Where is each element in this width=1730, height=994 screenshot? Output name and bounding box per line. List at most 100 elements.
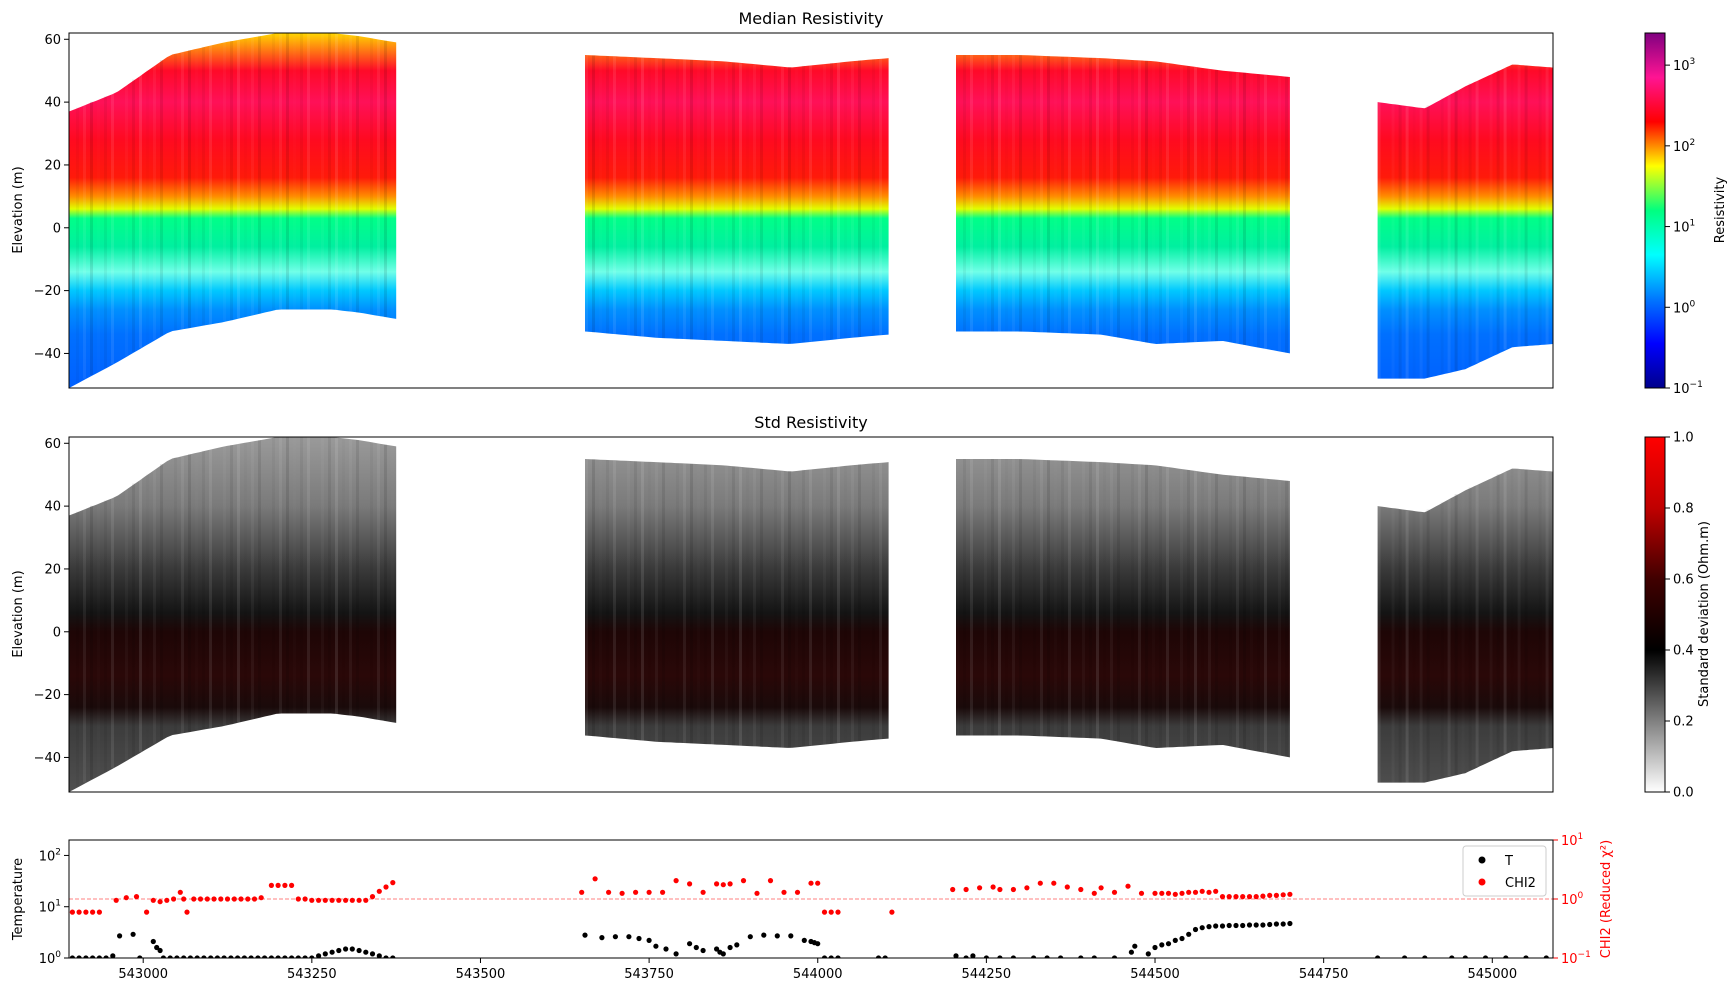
std-column-2-25: [1131, 464, 1134, 744]
chi2-point: [1098, 885, 1104, 891]
chi2-point: [592, 876, 598, 882]
std-colorbar-gradient: [1644, 436, 1666, 793]
std-column-1-6: [627, 461, 630, 740]
temperature-point: [1111, 955, 1118, 958]
median-column-0-41: [356, 36, 359, 313]
median-column-1-11: [662, 58, 665, 339]
std-column-2-21: [1103, 462, 1106, 739]
median-column-1-29: [788, 67, 791, 344]
temperature-point: [268, 955, 274, 958]
std-column-2-37: [1215, 473, 1218, 746]
resistivity-colorbar: 103 102 101 100 10−1 Resistivity: [1644, 32, 1728, 397]
temperature-point: [187, 955, 193, 958]
median-column-2-33: [1187, 66, 1190, 343]
temperature-point: [1145, 951, 1151, 957]
temperature-point: [390, 955, 396, 958]
temperature-point: [96, 955, 102, 958]
chi2-point: [727, 881, 733, 887]
median-ytick-label: 60: [44, 33, 61, 48]
std-section-0: [69, 437, 397, 792]
std-column-2-30: [1166, 467, 1169, 748]
std-column-0-32: [293, 437, 296, 714]
temperature-point: [181, 955, 187, 958]
std-column-1-38: [851, 464, 854, 742]
temperature-point: [693, 944, 699, 951]
std-column-1-37: [844, 466, 847, 743]
std-ytick-label: 60: [44, 437, 61, 452]
chi2-point: [1165, 890, 1172, 896]
resistivity-colorbar-gradient: [1644, 32, 1666, 389]
chi2-point: [1186, 889, 1192, 895]
chi2-point: [673, 878, 679, 884]
chi2-point: [1226, 894, 1232, 900]
temperature-point: [1172, 937, 1178, 944]
median-column-1-25: [760, 65, 763, 343]
chi2-point: [1280, 892, 1286, 898]
temperature-point: [1199, 925, 1205, 931]
median-column-1-2: [599, 56, 602, 333]
std-column-2-12: [1040, 459, 1043, 737]
temperature-point: [289, 955, 295, 958]
median-column-2-28: [1152, 61, 1155, 344]
std-column-3-23: [1539, 471, 1542, 749]
std-column-3-18: [1503, 470, 1507, 754]
chi2-point: [1064, 884, 1070, 890]
chi2-point: [258, 895, 264, 901]
temperature-point: [1287, 920, 1293, 927]
std-column-2-44: [1264, 478, 1267, 753]
temperature-point: [835, 955, 841, 958]
legend-marker-chi2: [1478, 878, 1486, 886]
median-column-0-12: [153, 64, 156, 340]
std-column-2-23: [1117, 463, 1120, 742]
std-ytick-label: 20: [44, 562, 61, 577]
std-column-1-0: [585, 459, 588, 736]
temperature-point: [322, 951, 328, 957]
xtick-label-3: 543750: [624, 967, 674, 982]
temperature-point: [1543, 955, 1549, 958]
median-column-0-34: [307, 33, 310, 310]
median-column-2-7: [1005, 55, 1008, 332]
chi2-point: [687, 881, 693, 887]
std-column-1-35: [830, 466, 833, 744]
std-column-0-23: [230, 445, 233, 725]
chi2-point: [133, 894, 140, 900]
chi2-point: [633, 889, 639, 895]
std-column-1-13: [676, 463, 679, 743]
chi2-point: [781, 889, 787, 895]
std-column-1-4: [613, 460, 616, 739]
median-column-1-15: [690, 59, 693, 340]
temperature-point: [214, 955, 220, 958]
resistivity-colorbar-ticks: 103 102 101 100 10−1: [1665, 57, 1703, 397]
std-resistivity-panel: Std Resistivity Elevation (m) 60 40 20 0 −20…: [11, 413, 1554, 793]
median-column-2-25: [1131, 60, 1134, 340]
std-column-1-39: [858, 464, 861, 741]
temperature-point: [1246, 922, 1253, 928]
std-column-2-4: [984, 459, 987, 736]
chi2-point: [177, 889, 183, 895]
median-resistivity-panel: Median Resistivity Elevation (m) 60 40 20 0…: [11, 9, 1554, 389]
std-column-3-21: [1524, 469, 1528, 750]
std-column-0-9: [132, 483, 135, 756]
temperature-point: [248, 955, 254, 958]
std-column-0-10: [139, 478, 142, 752]
temperature-point: [673, 951, 679, 957]
chi2-point: [700, 889, 706, 895]
median-ytick-label: 20: [44, 158, 61, 173]
temperature-point: [734, 942, 740, 948]
std-colorbar: 1.0 0.8 0.6 0.4 0.2 0.0 Standard deviation (O…: [1644, 431, 1712, 801]
chi2-point: [1246, 894, 1253, 900]
median-column-2-40: [1236, 72, 1239, 344]
median-column-0-10: [139, 74, 142, 348]
median-column-2-36: [1208, 68, 1211, 342]
std-column-texture: [83, 437, 1549, 783]
std-y-axis: 60 40 20 0 −20 −40: [34, 437, 69, 766]
temperature-ylabel: Temperature: [11, 858, 26, 941]
std-column-1-8: [641, 461, 644, 741]
xtick-label-2: 543500: [456, 967, 506, 982]
median-column-3-9: [1441, 98, 1444, 374]
chi2-point: [184, 909, 190, 915]
median-column-1-10: [655, 58, 658, 338]
temperature-point: [221, 955, 227, 958]
median-column-1-41: [872, 59, 875, 336]
median-column-texture: [83, 33, 1549, 379]
